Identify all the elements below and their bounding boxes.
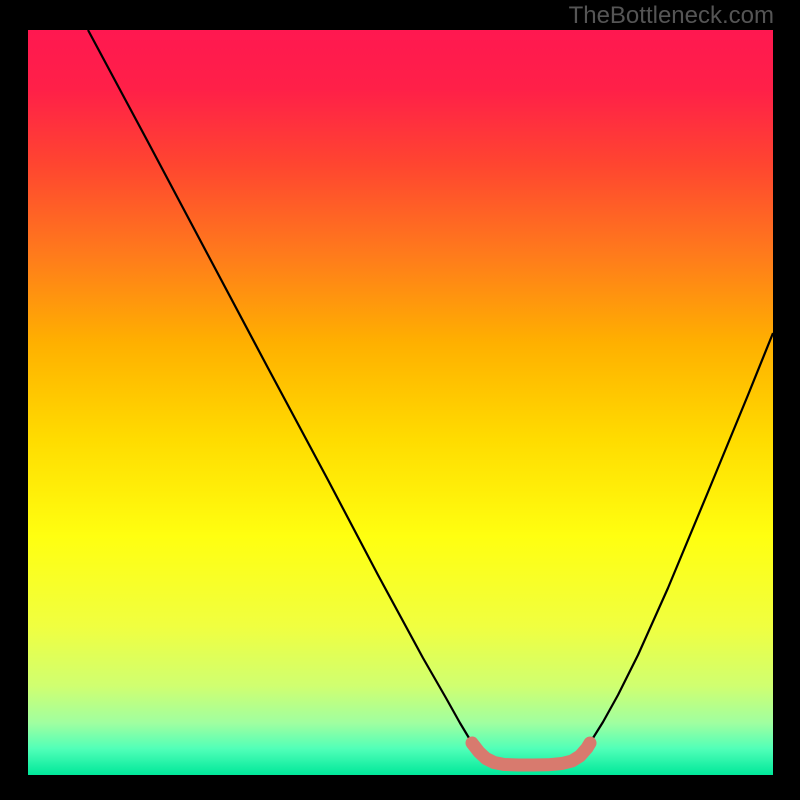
plot-area	[28, 30, 773, 775]
gradient-background	[28, 30, 773, 775]
watermark-text: TheBottleneck.com	[569, 2, 774, 30]
chart-frame: { "chart": { "type": "bottleneck-curve",…	[0, 0, 800, 800]
